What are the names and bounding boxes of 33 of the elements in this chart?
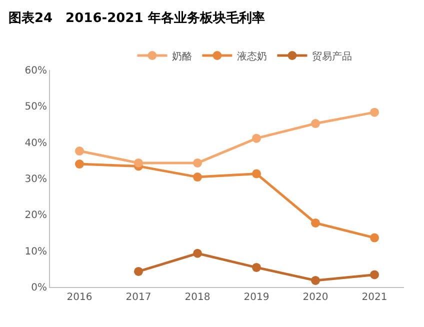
- y-tick-label: 40%: [24, 138, 47, 149]
- point: [370, 270, 379, 280]
- y-tick-label: 50%: [24, 102, 47, 113]
- point: [370, 233, 379, 242]
- point: [134, 158, 143, 168]
- point: [311, 276, 320, 285]
- point: [193, 172, 202, 182]
- chart-title: 图表24 2016-2021 年各业务板块毛利率: [8, 10, 265, 26]
- point: [75, 146, 84, 156]
- point: [252, 169, 261, 178]
- y-tick-label: 30%: [24, 174, 47, 185]
- point: [193, 158, 202, 168]
- point: [134, 266, 143, 276]
- x-tick-label: 2019: [244, 292, 270, 303]
- y-tick-label: 60%: [24, 66, 47, 76]
- legend-label: 贸易产品: [312, 50, 352, 62]
- x-tick-label: 2021: [362, 292, 388, 303]
- point: [252, 134, 261, 143]
- point: [252, 262, 261, 272]
- point: [75, 160, 84, 169]
- point: [370, 108, 379, 117]
- x-tick-label: 2018: [184, 292, 210, 303]
- x-tick-label: 2017: [126, 292, 152, 303]
- legend-label: 奶酪: [172, 50, 192, 62]
- x-tick-label: 2020: [302, 292, 328, 303]
- y-tick-label: 20%: [24, 210, 47, 222]
- point: [311, 218, 320, 228]
- point: [193, 248, 202, 258]
- x-tick-label: 2016: [66, 292, 92, 303]
- y-tick-label: 10%: [24, 246, 47, 258]
- y-tick-label: 0%: [31, 282, 47, 294]
- legend-label: 液态奶: [237, 50, 268, 62]
- point: [311, 119, 320, 128]
